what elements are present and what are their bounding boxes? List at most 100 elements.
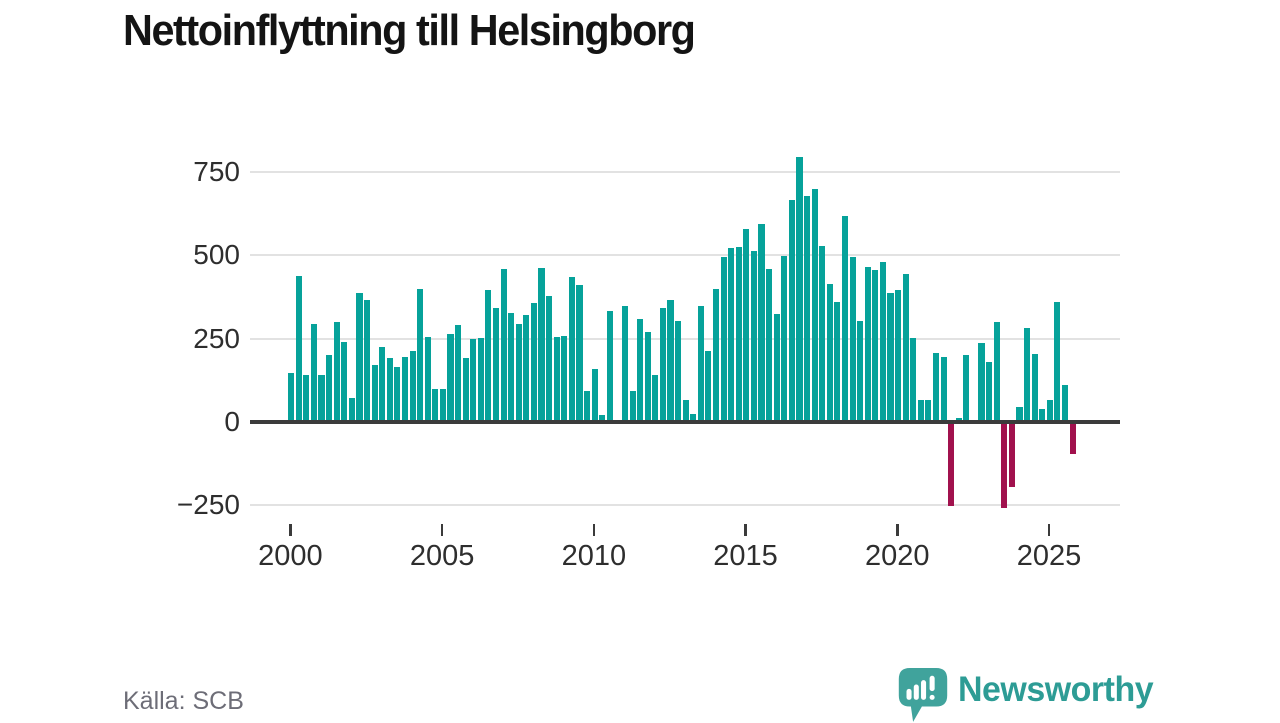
data-bar bbox=[1016, 407, 1023, 422]
data-bar bbox=[371, 365, 378, 422]
data-bar bbox=[781, 256, 788, 422]
data-bar bbox=[652, 375, 659, 422]
x-axis-label: 2015 bbox=[713, 540, 778, 572]
data-bar bbox=[1039, 408, 1046, 422]
x-axis-label: 2025 bbox=[1016, 540, 1082, 572]
data-bar bbox=[841, 216, 849, 422]
data-bar bbox=[439, 388, 446, 422]
data-bar bbox=[621, 306, 629, 422]
data-bar bbox=[470, 338, 477, 422]
data-bar bbox=[568, 277, 575, 422]
data-bar bbox=[409, 351, 416, 422]
data-bar bbox=[591, 368, 598, 422]
data-bar bbox=[690, 413, 697, 422]
data-bar bbox=[766, 269, 773, 422]
data-bar bbox=[333, 322, 340, 422]
data-bar bbox=[295, 276, 302, 422]
data-bar bbox=[477, 338, 484, 422]
data-bar bbox=[819, 245, 826, 422]
data-bar bbox=[599, 415, 606, 422]
gridline bbox=[250, 254, 1120, 257]
data-bar bbox=[743, 229, 750, 422]
data-bar bbox=[485, 290, 492, 422]
data-bar bbox=[857, 321, 864, 422]
data-bar bbox=[667, 300, 674, 422]
data-bar bbox=[932, 353, 940, 422]
x-axis-tick bbox=[1047, 524, 1051, 536]
data-bar bbox=[955, 417, 962, 422]
data-bar bbox=[500, 268, 507, 422]
data-bar bbox=[720, 257, 727, 422]
data-bar bbox=[917, 399, 924, 422]
data-bar bbox=[561, 336, 568, 422]
data-bar bbox=[303, 375, 310, 422]
data-bar bbox=[348, 398, 355, 422]
data-bar bbox=[925, 399, 932, 422]
data-bar bbox=[826, 284, 833, 422]
data-bar bbox=[993, 322, 1000, 422]
data-bar bbox=[584, 391, 591, 422]
data-bar bbox=[963, 355, 970, 422]
data-bar bbox=[803, 196, 811, 422]
data-bar bbox=[1031, 354, 1038, 422]
data-bar bbox=[796, 157, 803, 422]
data-bar bbox=[530, 303, 538, 422]
y-axis-label: 0 bbox=[224, 406, 240, 437]
data-bar bbox=[659, 307, 666, 422]
gridline bbox=[250, 337, 1120, 340]
data-bar bbox=[887, 292, 894, 422]
data-bar bbox=[788, 200, 795, 422]
data-bar bbox=[872, 270, 879, 422]
data-bar bbox=[576, 284, 583, 422]
data-bar bbox=[401, 357, 409, 422]
data-bar bbox=[682, 400, 689, 422]
data-bar bbox=[1008, 424, 1015, 487]
source-note: Källa: SCB bbox=[123, 687, 244, 715]
data-bar bbox=[379, 347, 386, 422]
chart-title: Nettoinflyttning till Helsingborg bbox=[123, 6, 696, 55]
data-bar bbox=[364, 300, 371, 422]
data-bar bbox=[1054, 302, 1061, 422]
y-axis-label: 750 bbox=[193, 156, 240, 187]
newsworthy-logo: Newsworthy bbox=[896, 665, 1166, 722]
data-bar bbox=[432, 389, 439, 422]
x-axis-tick bbox=[896, 524, 899, 536]
data-bar bbox=[1023, 328, 1031, 422]
data-bar bbox=[386, 358, 393, 422]
data-bar bbox=[1001, 424, 1008, 508]
data-bar bbox=[424, 337, 431, 422]
data-bar bbox=[637, 319, 644, 422]
data-bar bbox=[735, 246, 742, 422]
data-bar bbox=[849, 257, 856, 422]
data-bar bbox=[523, 315, 530, 422]
data-bar bbox=[675, 321, 682, 422]
data-bar bbox=[606, 311, 613, 422]
x-axis-label: 2000 bbox=[258, 540, 323, 572]
y-axis-label: 250 bbox=[193, 322, 240, 354]
data-bar bbox=[508, 313, 515, 422]
data-bar bbox=[492, 308, 500, 422]
data-bar bbox=[326, 354, 333, 422]
data-bar bbox=[462, 357, 469, 422]
data-bar bbox=[341, 342, 348, 422]
x-axis-tick bbox=[592, 524, 596, 536]
data-bar bbox=[1061, 385, 1069, 422]
data-bar bbox=[288, 372, 295, 422]
data-bar bbox=[910, 338, 917, 422]
data-bar bbox=[705, 351, 712, 422]
data-bar bbox=[1069, 424, 1076, 454]
data-bar bbox=[697, 306, 704, 422]
data-bar bbox=[940, 357, 947, 422]
data-bar bbox=[417, 289, 424, 422]
bar-chart: 750 500 250 0 −250 2000 2005 2010 2015 2020 2025 bbox=[0, 140, 1280, 590]
data-bar bbox=[712, 288, 720, 422]
data-bar bbox=[310, 324, 318, 422]
data-bar bbox=[356, 293, 363, 422]
x-axis-label: 2010 bbox=[561, 540, 627, 572]
x-axis-tick bbox=[289, 524, 292, 536]
newsworthy-bubble-icon bbox=[898, 668, 948, 722]
data-bar bbox=[750, 251, 757, 422]
data-bar bbox=[644, 332, 651, 422]
data-bar bbox=[515, 324, 522, 422]
data-bar bbox=[864, 266, 871, 422]
